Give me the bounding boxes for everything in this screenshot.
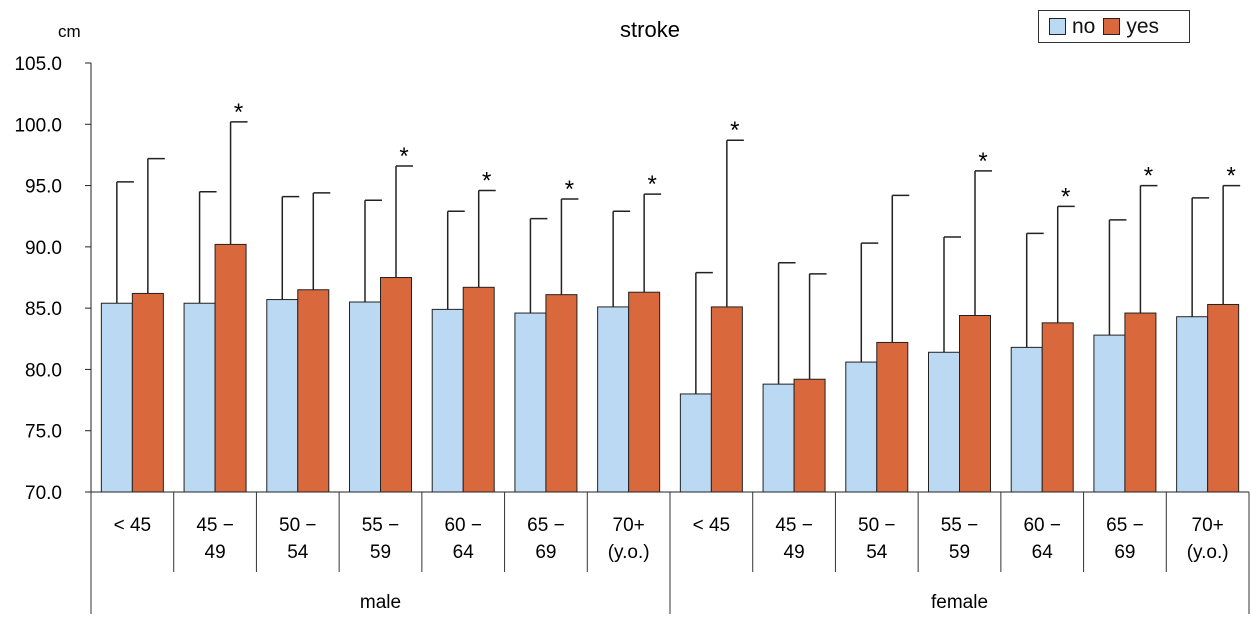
y-tick-label: 80.0 [25, 360, 62, 381]
x-category-label: 54 [287, 542, 309, 563]
y-tick-label: 85.0 [25, 299, 62, 320]
bar-no [1176, 316, 1209, 493]
bar-no [928, 351, 960, 493]
x-category-label: 59 [949, 542, 970, 563]
significance-marker: * [1144, 163, 1153, 190]
y-tick-label: 70.0 [25, 483, 62, 504]
bar-no [266, 299, 299, 493]
x-category-label: 60 − [444, 515, 482, 536]
bar-yes [545, 294, 578, 493]
bar-no [183, 302, 216, 493]
x-category-label: 54 [866, 542, 888, 563]
x-category-label: 64 [1032, 542, 1054, 563]
bar-no [679, 393, 712, 493]
bar-no [1093, 334, 1126, 493]
x-category-label: 60 − [1023, 515, 1061, 536]
bar-no [762, 383, 795, 493]
bar-yes [380, 277, 412, 493]
significance-marker: * [482, 167, 491, 194]
bar-yes [131, 292, 164, 493]
significance-marker: * [1061, 183, 1070, 210]
chart-title: stroke [620, 17, 680, 42]
bar-no [514, 312, 547, 493]
x-category-label: 69 [1114, 542, 1135, 563]
bar-yes [959, 314, 991, 493]
x-category-label: 45 − [196, 515, 234, 536]
x-category-label: 45 − [775, 515, 813, 536]
bar-no [349, 301, 381, 493]
significance-marker: * [647, 171, 656, 198]
y-unit-label: cm [58, 22, 81, 41]
x-category-label: 65 − [1106, 515, 1144, 536]
significance-marker: * [730, 117, 739, 144]
bar-yes [876, 341, 909, 493]
x-category-label: 59 [370, 542, 391, 563]
y-tick-label: 105.0 [14, 54, 62, 75]
bar-yes [462, 286, 495, 493]
x-category-label: 65 − [527, 515, 565, 536]
bar-yes [1041, 322, 1074, 493]
x-category-label: 49 [205, 542, 226, 563]
x-category-label: 50 − [858, 515, 896, 536]
bar-no [845, 361, 878, 493]
x-group-label: male [360, 592, 401, 613]
legend-item-no: no [1049, 15, 1095, 39]
y-tick-label: 90.0 [25, 238, 62, 259]
x-category-label: 70+ [613, 515, 645, 536]
bar-yes [628, 291, 661, 493]
bar-no [431, 308, 464, 493]
bar-yes [1124, 312, 1157, 493]
x-category-label: 64 [453, 542, 475, 563]
bar-no [597, 306, 630, 493]
legend-swatch-no [1049, 18, 1066, 35]
significance-marker: * [1226, 163, 1235, 190]
y-tick-label: 95.0 [25, 177, 62, 198]
bar-yes [297, 289, 330, 493]
x-category-label: 49 [784, 542, 805, 563]
x-category-label: 55 − [941, 515, 979, 536]
legend-label-no: no [1072, 14, 1096, 38]
y-tick-label: 75.0 [25, 422, 62, 443]
significance-marker: * [234, 99, 243, 126]
x-category-label: < 45 [114, 515, 152, 536]
x-category-label: 70+ [1192, 515, 1224, 536]
bar-no [1010, 346, 1043, 493]
significance-marker: * [565, 176, 574, 203]
bar-yes [1207, 303, 1240, 493]
significance-marker: * [399, 143, 408, 170]
bar-yes [214, 243, 247, 493]
x-category-label: 55 − [362, 515, 400, 536]
x-category-label: (y.o.) [1187, 542, 1229, 563]
legend-label-yes: yes [1126, 14, 1160, 38]
y-tick-label: 100.0 [14, 115, 62, 136]
x-category-label: < 45 [693, 515, 731, 536]
legend-item-yes: yes [1103, 15, 1159, 39]
x-group-label: female [931, 592, 988, 613]
bar-yes [793, 378, 826, 493]
bar-no [100, 302, 133, 493]
bar-yes [710, 306, 743, 493]
x-category-label: 69 [535, 542, 556, 563]
x-category-label: (y.o.) [608, 542, 650, 563]
legend: no yes [1038, 10, 1190, 43]
x-category-label: 50 − [279, 515, 317, 536]
significance-marker: * [978, 148, 987, 175]
legend-swatch-yes [1103, 18, 1121, 35]
